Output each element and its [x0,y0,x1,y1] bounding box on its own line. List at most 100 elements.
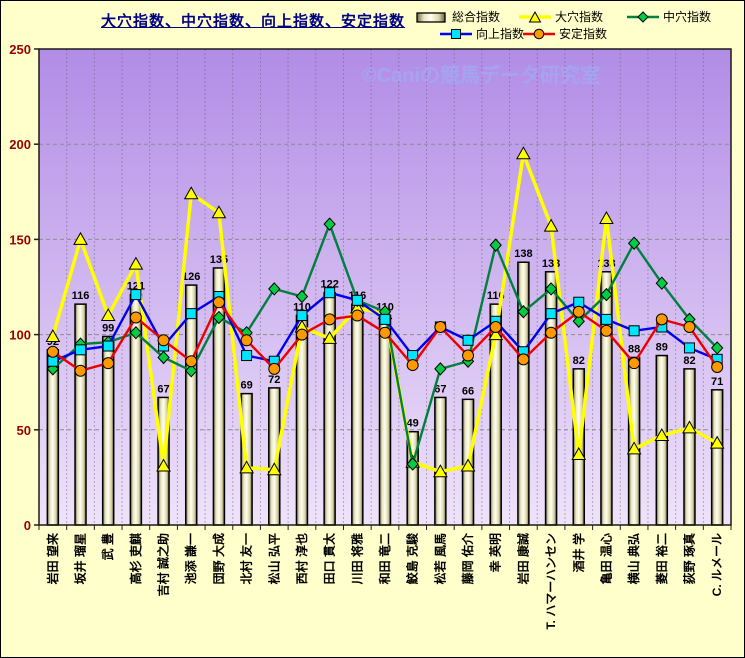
bar [74,303,87,526]
bar-value-label: 116 [72,290,90,302]
x-category-label: C. ルメール [710,533,724,596]
legend-label: 安定指数 [559,27,608,41]
circle-marker-icon [379,326,391,339]
diamond-marker-icon [323,217,336,231]
circle-marker-icon [74,364,87,377]
square-marker-icon [573,296,585,308]
circle-marker-icon [212,296,225,309]
triangle-marker-icon [626,441,642,455]
diamond-marker-icon [489,238,502,252]
square-marker-icon [462,334,474,346]
triangle-marker-icon [100,308,116,322]
triangle-marker-icon [45,328,61,343]
bar-value-label: 49 [407,418,419,430]
y-tick-label: 150 [9,232,31,247]
triangle-marker-icon [322,330,337,344]
bar [378,314,392,526]
triangle-marker-icon [211,205,227,219]
circle-marker-icon [129,311,142,324]
triangle-marker-icon [73,231,88,245]
square-marker-icon [75,344,87,356]
x-category-label: 幸 英明 [488,533,503,572]
triangle-marker-icon [599,210,614,224]
plot-border [38,48,732,526]
diamond-marker-icon [157,350,170,365]
swatch-graphic [416,11,446,23]
x-category-label: 岩田 望来 [45,532,60,585]
triangle-swatch-icon [517,10,553,24]
triangle-marker-icon [128,256,144,270]
legend-item-ooana: 大穴指数 [517,9,603,24]
x-category-label: 池添 謙一 [183,533,198,584]
bar [351,303,364,526]
x-category-label: 団野 大成 [211,533,226,584]
bar [683,368,696,526]
diamond-marker-icon [268,282,281,296]
diamond-marker-icon [129,325,143,340]
circle-marker-icon [517,353,530,366]
bar-value-label: 67 [157,383,169,395]
circle-marker-icon [655,313,668,326]
circle-marker-icon [545,326,558,339]
triangle-marker-icon [183,186,199,200]
circle-marker-icon [46,345,59,358]
circle-marker-icon [489,320,502,333]
circle-marker-icon [434,320,447,333]
legend-label: 大穴指数 [555,10,604,24]
circle-marker-icon [572,305,585,318]
triangle-marker-icon [571,447,587,461]
x-category-label: 坂井 瑠星 [73,533,88,584]
triangle-marker-icon [488,327,504,341]
circle-marker-icon [295,328,308,341]
bar-value-label: 67 [434,383,446,395]
circle-marker-icon [600,324,613,337]
legend-label: 中穴指数 [663,10,712,24]
triangle-marker-icon [516,146,531,160]
bar-value-label: 126 [182,271,200,283]
bar [46,349,60,526]
bar-value-label: 82 [573,355,585,367]
legend-item-koujou: 向上指数 [438,26,524,41]
bar-value-label: 138 [514,248,532,260]
bar-value-label: 88 [628,343,640,355]
square-marker-icon [130,289,142,301]
x-category-label: 松若 風馬 [432,533,447,584]
square-marker-icon [545,308,557,320]
x-category-label: 松山 弘平 [266,533,281,584]
x-category-label: 北村 友一 [239,533,254,584]
bar [323,291,336,526]
x-category-label: 横山 典弘 [626,533,641,584]
square-marker-icon [683,342,695,354]
triangle-marker-icon [543,218,559,232]
y-tick-label: 100 [9,328,31,343]
swatch-graphic [519,10,551,22]
diamond-marker-icon [212,310,226,325]
square-marker-icon [379,313,391,325]
diamond-marker-icon [295,289,309,304]
bar [434,396,447,526]
diamond-marker-icon [406,457,419,471]
x-category-label: 和田 竜二 [377,533,392,585]
legend-label: 総合指数 [452,10,501,24]
triangle-marker-icon [433,464,448,478]
square-swatch-icon [438,27,474,41]
circle-marker-icon [240,334,253,347]
x-category-label: 酒井 学 [571,533,586,572]
x-category-label: 武 豊 [100,533,115,560]
x-category-label: 藤岡 佑介 [460,532,475,585]
triangle-marker-icon [266,462,282,476]
diamond-marker-icon [600,287,613,302]
bar [600,271,613,526]
bar-value-label: 99 [102,323,114,335]
triangle-marker-icon [460,458,476,472]
square-marker-icon [351,294,363,306]
bar [710,389,724,526]
diamond-marker-icon [185,364,198,378]
circle-marker-icon [683,320,696,333]
square-marker-icon [628,325,640,337]
bar-value-label: 72 [268,374,280,386]
y-tick-label: 250 [9,42,31,57]
legend-label: 向上指数 [476,27,525,41]
x-category-label: T. ハマーハンセン [544,533,558,629]
